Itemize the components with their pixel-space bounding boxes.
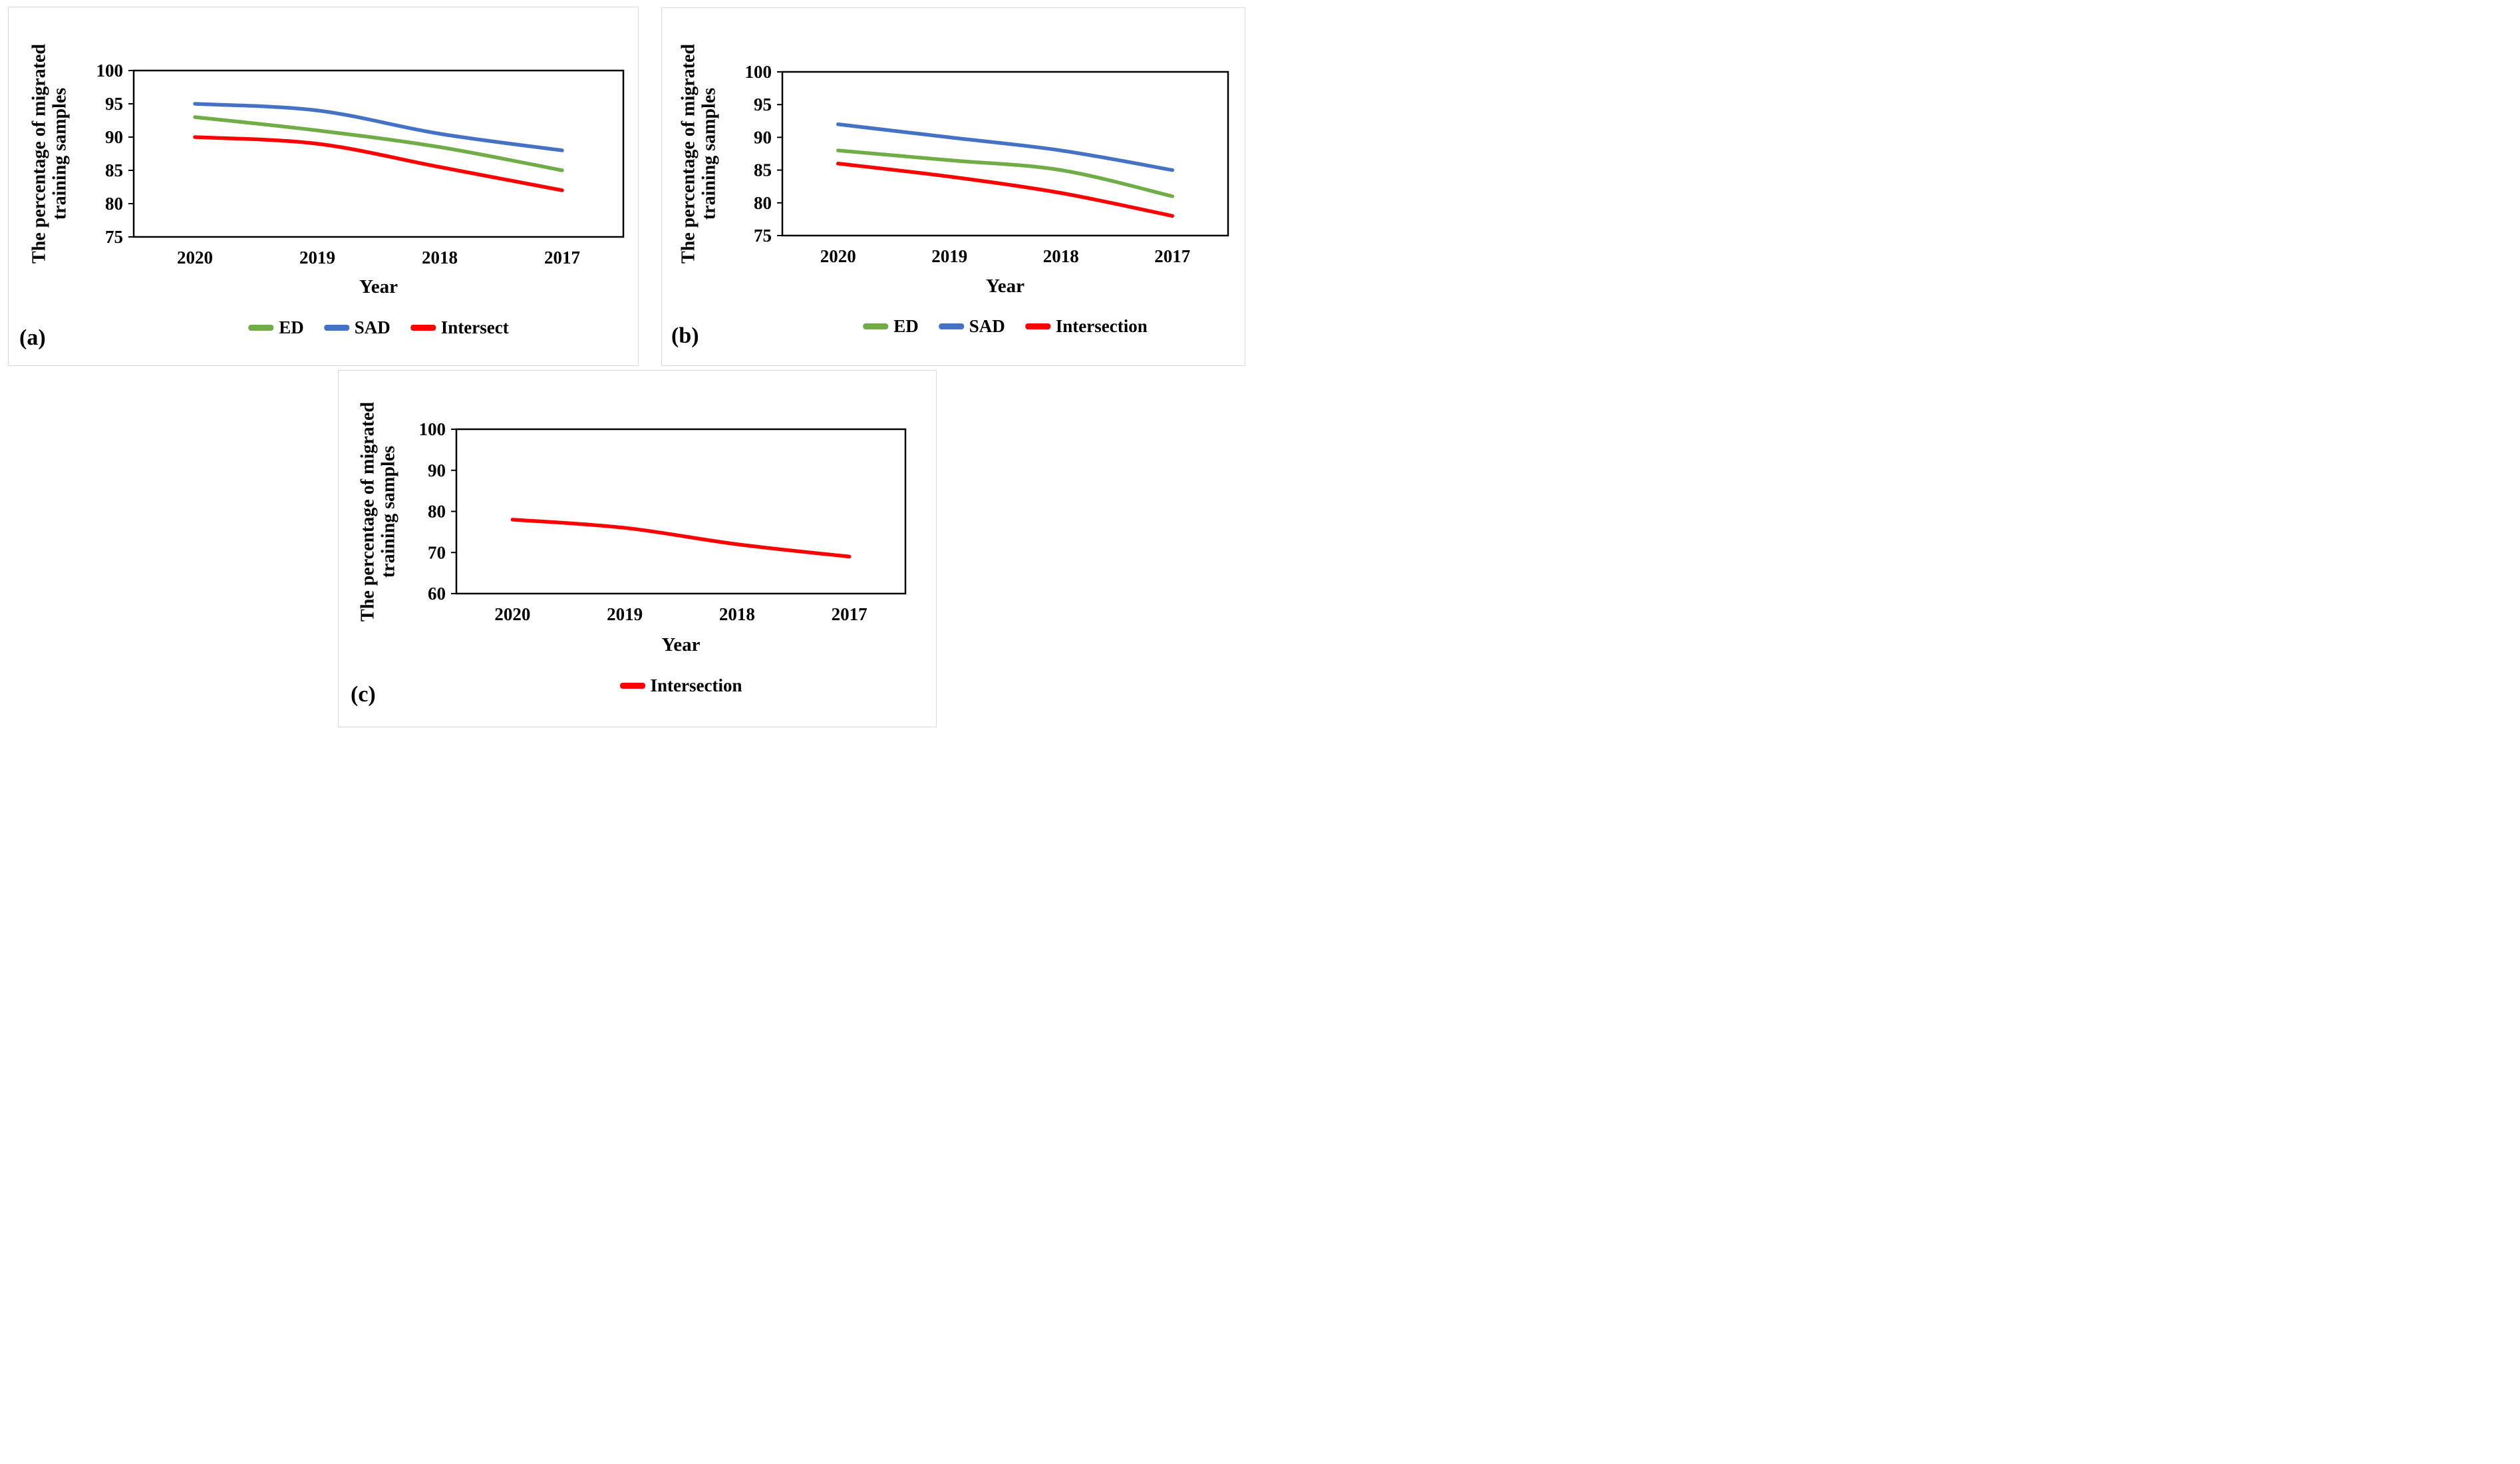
y-tick-label: 90 (105, 127, 123, 147)
legend-label: Intersect (440, 317, 509, 337)
series-line-intersect (193, 135, 564, 192)
y-tick-label: 90 (428, 460, 446, 480)
panel-a: 100 95 90 85 80 75 2020 2019 2018 2017 The percen… (8, 7, 639, 366)
panel-letter: (a) (19, 325, 46, 350)
y-axis-title: The percentage of migrated training samp… (29, 44, 71, 264)
legend-item-ed: ED (863, 316, 919, 337)
y-tick-label: 100 (745, 62, 772, 82)
x-axis-title: Year (661, 634, 701, 655)
legend: Intersection (619, 675, 742, 696)
legend-line-swatch (410, 325, 436, 331)
x-tick-label: 2018 (1043, 246, 1079, 266)
legend-item-intersect: Intersect (410, 317, 509, 338)
legend-line-swatch (248, 325, 274, 331)
x-tick-label: 2020 (494, 604, 530, 624)
y-axis-title-line2: training samples (50, 87, 71, 220)
y-axis-title: The percentage of migrated training samp… (679, 44, 720, 264)
legend-item-ed: ED (248, 317, 304, 338)
x-tick-label: 2019 (931, 246, 967, 266)
y-axis-title-line2: training samples (379, 445, 399, 578)
chart-b-plot: 100 95 90 85 80 75 2020 2019 2018 2017 (745, 62, 1229, 266)
y-tick-label: 95 (754, 94, 772, 114)
legend-item-sad: SAD (938, 316, 1005, 337)
legend-label: SAD (354, 317, 391, 337)
legend-item-intersection: Intersection (1024, 316, 1148, 337)
x-tick-label: 2017 (832, 604, 867, 624)
y-tick-label: 80 (428, 502, 446, 522)
legend: ED SAD Intersection (863, 316, 1148, 337)
series-line-ed (836, 148, 1175, 198)
series-line-ed (193, 115, 564, 172)
y-axis-title-line1: The percentage of migrated (357, 401, 379, 622)
x-tick-label: 2018 (719, 604, 755, 624)
plot-border (455, 428, 907, 595)
x-tick-label: 2019 (607, 604, 643, 624)
chart-a-plot: 100 95 90 85 80 75 2020 2019 2018 2017 (96, 61, 625, 268)
x-axis-title: Year (359, 276, 398, 297)
y-tick-label: 85 (754, 160, 772, 180)
y-tick-label: 60 (428, 584, 446, 604)
series-line-intersection (836, 162, 1175, 218)
y-axis-title-line1: The percentage of migrated (678, 44, 699, 264)
y-tick-label: 80 (105, 194, 123, 214)
chart-c-plot: 100 90 80 70 60 2020 2019 2018 2017 (419, 419, 907, 624)
legend-line-swatch (619, 683, 645, 689)
y-tick-label: 85 (105, 160, 123, 180)
figure-canvas: 100 95 90 85 80 75 2020 2019 2018 2017 The percen… (0, 0, 1260, 732)
series-line-intersection (510, 518, 852, 559)
legend-line-swatch (938, 323, 964, 329)
series-line-sad (836, 122, 1175, 172)
panel-c: 100 90 80 70 60 2020 2019 2018 2017 The percenta… (338, 370, 937, 727)
panel-b: 100 95 90 85 80 75 2020 2019 2018 2017 The percen… (661, 7, 1245, 366)
legend-item-sad: SAD (323, 317, 391, 338)
y-tick-label: 70 (428, 542, 446, 562)
legend-line-swatch (323, 325, 349, 331)
y-axis-title-line2: training samples (699, 87, 720, 220)
legend-line-swatch (1024, 323, 1050, 329)
x-tick-label: 2017 (544, 248, 580, 268)
legend-line-swatch (863, 323, 889, 329)
legend-label: SAD (969, 316, 1005, 336)
plot-border (781, 71, 1229, 237)
x-tick-label: 2020 (177, 248, 213, 268)
legend-label: Intersection (1055, 316, 1148, 336)
legend-label: ED (893, 316, 919, 336)
y-tick-label: 100 (96, 61, 124, 81)
x-tick-label: 2017 (1154, 246, 1190, 266)
x-tick-label: 2019 (299, 248, 335, 268)
legend: ED SAD Intersect (248, 317, 509, 338)
plot-border (132, 69, 625, 238)
y-tick-label: 75 (754, 226, 772, 246)
y-tick-label: 75 (105, 227, 123, 247)
y-tick-label: 80 (754, 193, 772, 213)
legend-item-intersection: Intersection (619, 675, 742, 696)
panel-letter: (b) (671, 323, 699, 348)
series-line-sad (193, 102, 564, 152)
legend-label: ED (279, 317, 304, 337)
y-tick-label: 90 (754, 127, 772, 147)
legend-label: Intersection (650, 675, 742, 695)
x-axis-title: Year (986, 275, 1024, 297)
y-axis-title: The percentage of migrated training samp… (358, 402, 400, 622)
y-tick-label: 95 (105, 94, 123, 114)
x-tick-label: 2018 (422, 248, 458, 268)
y-axis-title-line1: The percentage of migrated (29, 44, 50, 264)
panel-letter: (c) (351, 682, 376, 707)
x-tick-label: 2020 (820, 246, 856, 266)
y-tick-label: 100 (419, 419, 446, 439)
